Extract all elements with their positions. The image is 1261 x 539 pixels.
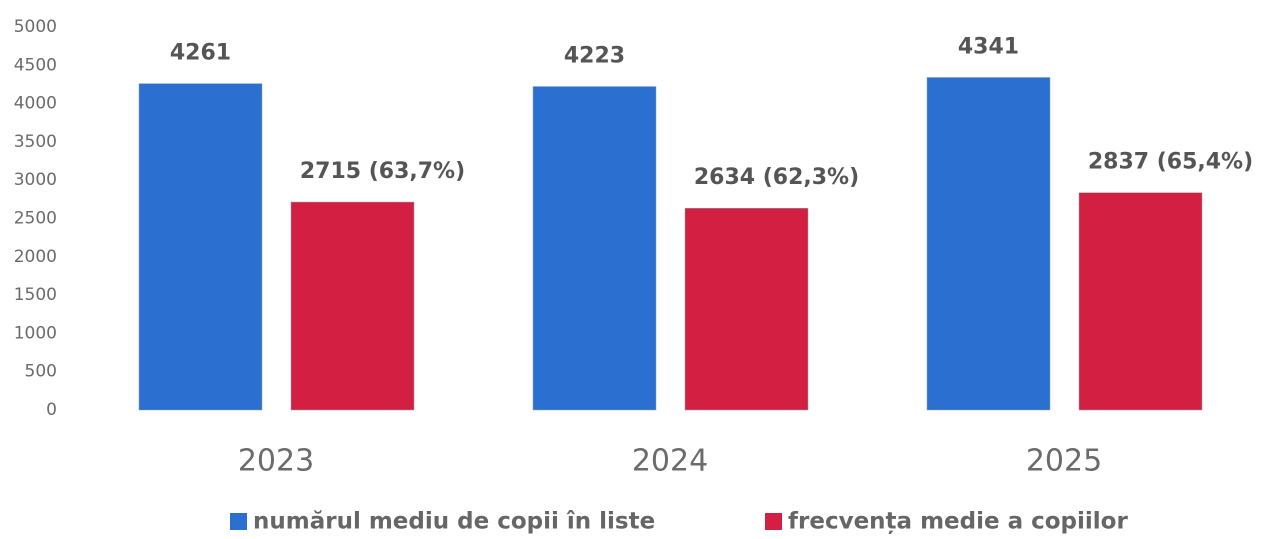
bar bbox=[926, 77, 1051, 411]
legend-swatch bbox=[230, 513, 247, 530]
legend-swatch bbox=[765, 513, 782, 530]
legend-label: numărul mediu de copii în liste bbox=[253, 509, 655, 535]
bar bbox=[290, 201, 415, 411]
y-tick-label: 1500 bbox=[14, 285, 57, 305]
y-tick-label: 2500 bbox=[14, 209, 57, 229]
y-tick-label: 2000 bbox=[14, 247, 57, 267]
y-tick-label: 3500 bbox=[14, 132, 57, 152]
y-tick-label: 5000 bbox=[14, 17, 57, 37]
value-label: 2634 (62,3%) bbox=[694, 165, 859, 190]
y-tick-label: 500 bbox=[25, 362, 57, 382]
x-tick-label: 2023 bbox=[238, 444, 314, 479]
y-tick-label: 1000 bbox=[14, 323, 57, 343]
value-label: 2715 (63,7%) bbox=[300, 159, 465, 184]
y-tick-label: 0 bbox=[46, 400, 57, 420]
x-tick-label: 2025 bbox=[1026, 444, 1102, 479]
value-label: 4223 bbox=[564, 44, 625, 69]
value-label: 4261 bbox=[170, 41, 231, 66]
x-tick-label: 2024 bbox=[632, 444, 708, 479]
value-label: 2837 (65,4%) bbox=[1088, 150, 1253, 175]
bar bbox=[138, 83, 263, 411]
y-tick-label: 4500 bbox=[14, 55, 57, 75]
value-label: 4341 bbox=[958, 34, 1019, 59]
bar bbox=[684, 207, 809, 411]
bar bbox=[1078, 192, 1203, 411]
y-tick-label: 3000 bbox=[14, 170, 57, 190]
bar bbox=[532, 86, 657, 411]
y-tick-label: 4000 bbox=[14, 94, 57, 114]
legend-label: frecvența medie a copiilor bbox=[788, 509, 1128, 535]
